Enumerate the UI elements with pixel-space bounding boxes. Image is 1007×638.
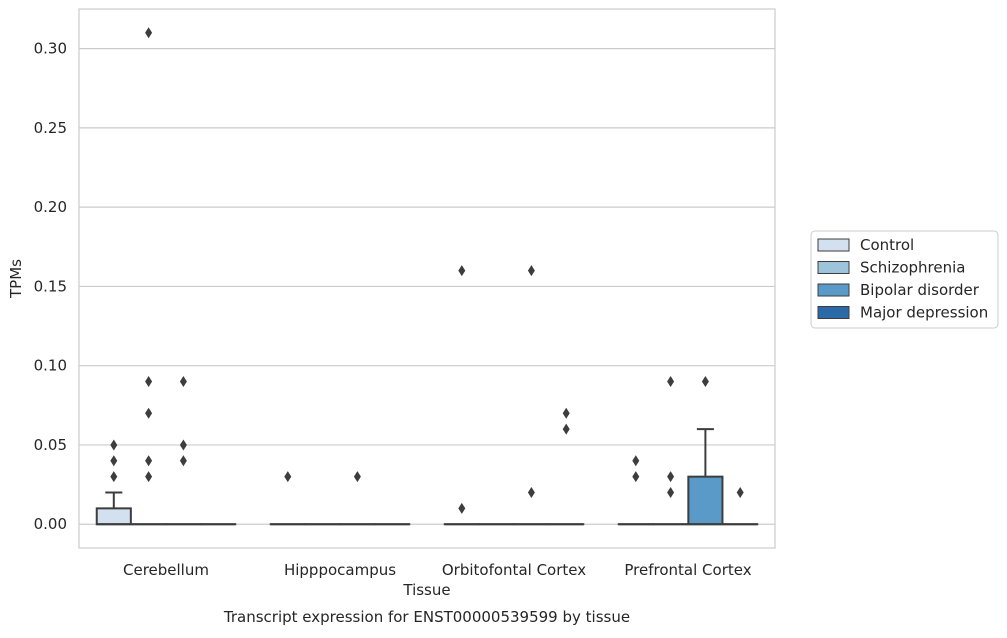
y-tick-label: 0.30 [34,40,67,58]
legend-swatch [818,284,849,296]
y-tick-label: 0.15 [34,277,67,295]
y-tick-label: 0.05 [34,436,67,454]
y-tick-label: 0.00 [34,515,67,533]
y-tick-label: 0.10 [34,357,67,375]
box-body [97,508,131,524]
box-body [688,477,722,525]
legend-label: Schizophrenia [860,259,965,277]
legend-swatch [818,307,849,319]
chart-caption: Transcript expression for ENST0000053959… [223,608,630,626]
y-tick-label: 0.25 [34,119,67,137]
legend-label: Major depression [860,304,988,322]
x-axis-label: Tissue [402,581,450,599]
y-axis-label: TPMs [7,259,25,299]
x-tick-label: Prefrontal Cortex [624,561,751,579]
x-tick-label: Orbitofontal Cortex [442,561,586,579]
legend-label: Control [860,236,914,254]
x-tick-label: Hipppocampus [284,561,396,579]
legend-swatch [818,262,849,274]
legend: Control Schizophrenia Bipolar disorder Majo… [811,231,998,328]
legend-label: Bipolar disorder [860,281,980,299]
x-tick-label: Cerebellum [123,561,209,579]
y-tick-label: 0.20 [34,198,67,216]
legend-swatch [818,239,849,251]
